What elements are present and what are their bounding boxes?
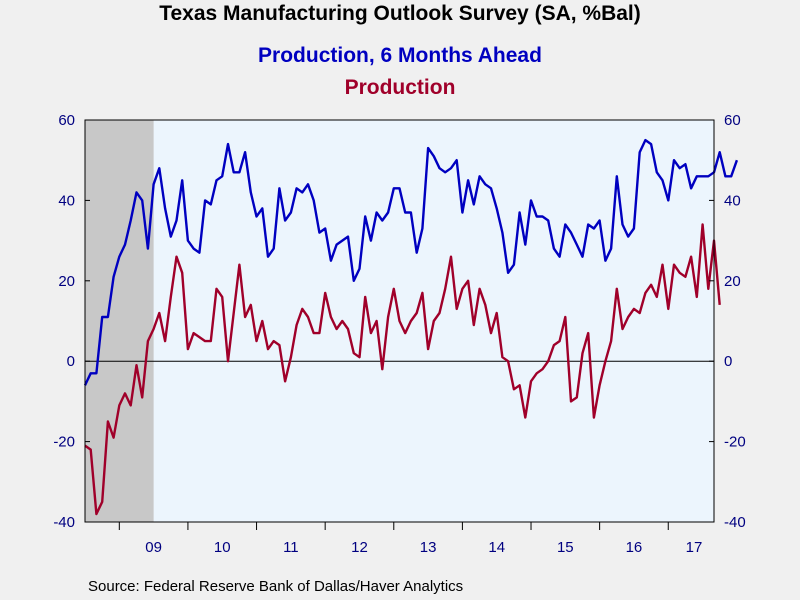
y-tick-label-left: 60 xyxy=(58,112,75,129)
x-tick-label: 14 xyxy=(488,539,505,556)
x-tick-label: 13 xyxy=(420,539,437,556)
y-tick-label-right: 60 xyxy=(724,112,741,129)
x-tick-label: 16 xyxy=(626,539,643,556)
y-tick-label-left: -40 xyxy=(53,514,75,531)
y-tick-label-left: 20 xyxy=(58,273,75,290)
series-line-production-6-months-ahead xyxy=(83,138,739,386)
y-tick-label-right: 20 xyxy=(724,273,741,290)
series-title-production: Production xyxy=(344,76,456,99)
x-tick-label: 10 xyxy=(214,539,231,556)
y-tick-label-right: 40 xyxy=(724,192,741,209)
y-tick-label-right: 0 xyxy=(724,353,732,370)
y-tick-label-left: -20 xyxy=(53,434,75,451)
x-tick-label: 15 xyxy=(557,539,574,556)
y-tick-label-left: 0 xyxy=(67,353,75,370)
series-line-production xyxy=(84,223,721,516)
y-tick-label-right: -20 xyxy=(724,434,746,451)
y-tick-label-left: 40 xyxy=(58,192,75,209)
x-tick-label: 17 xyxy=(686,539,703,556)
x-tick-label: 09 xyxy=(145,539,162,556)
plot-frame xyxy=(84,119,715,523)
chart-title: Texas Manufacturing Outlook Survey (SA, … xyxy=(159,2,641,25)
source-note: Source: Federal Reserve Bank of Dallas/H… xyxy=(88,578,464,595)
y-tick-label-right: -40 xyxy=(724,514,746,531)
series-title-production-6-months-ahead: Production, 6 Months Ahead xyxy=(258,44,542,67)
x-tick-label: 11 xyxy=(283,539,299,556)
x-tick-label: 12 xyxy=(351,539,368,556)
recession-shading xyxy=(85,120,154,522)
